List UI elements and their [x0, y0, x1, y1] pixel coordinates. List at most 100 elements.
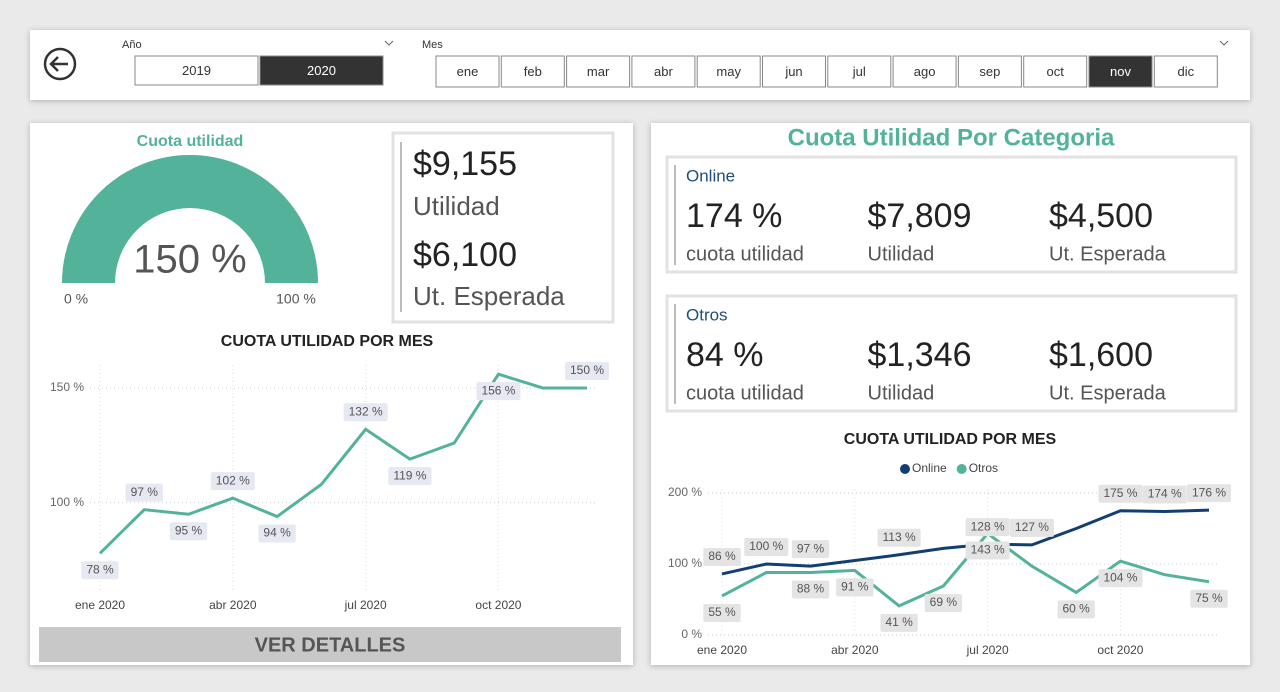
left-chart: CUOTA UTILIDAD POR MES 100 % 150 % ene 2020…: [50, 333, 610, 612]
x-tick-label: oct 2020: [1097, 643, 1143, 657]
line: [721, 508, 1210, 576]
label-bg: [210, 472, 255, 491]
metric-label: Ut. Esperada: [1049, 243, 1167, 265]
category-card: [665, 294, 1238, 413]
category-cards: Online 174 % cuota utilidad $7,809 Utilidad $…: [665, 155, 1238, 413]
label-bg: [880, 613, 918, 632]
data-label: 41 %: [885, 615, 913, 629]
legend-marker: [900, 464, 910, 474]
label-bg: [877, 528, 921, 547]
data-label: 175 %: [1103, 486, 1137, 500]
label-bg: [836, 578, 874, 597]
button-label[interactable]: VER DETALLES: [255, 634, 406, 656]
filter-button[interactable]: [827, 55, 892, 88]
x-tick-label: ene 2020: [75, 598, 125, 612]
label-bg: [81, 561, 119, 580]
label-bg: [703, 547, 741, 566]
x-tick-label: abr 2020: [831, 643, 879, 657]
metric-label: Utilidad: [868, 243, 935, 265]
back-arrow[interactable]: [49, 56, 68, 72]
label-bg: [1098, 484, 1143, 503]
chart-title: CUOTA UTILIDAD POR MES: [844, 431, 1057, 448]
filter-option[interactable]: may: [716, 64, 741, 79]
data-label: 176 %: [1192, 485, 1226, 499]
filter-option[interactable]: ene: [457, 64, 479, 79]
gauge-value: 150 %: [133, 238, 246, 282]
metric-label: Utilidad: [868, 382, 935, 404]
data-label: 97 %: [797, 541, 825, 555]
gauge: [62, 155, 318, 284]
filter-option[interactable]: 2019: [182, 63, 211, 78]
details-button[interactable]: VER DETALLES: [39, 627, 621, 662]
back-icon[interactable]: [43, 47, 77, 81]
filter-option[interactable]: oct: [1047, 64, 1065, 79]
metric-label: cuota utilidad: [686, 243, 804, 265]
filter-option[interactable]: mar: [587, 64, 610, 79]
card-name: Otros: [686, 305, 728, 324]
filter-option[interactable]: dic: [1177, 64, 1194, 79]
category-card: [665, 155, 1238, 274]
data-label: 78 %: [86, 562, 114, 576]
label-bg: [476, 382, 521, 401]
filter-option[interactable]: feb: [524, 64, 542, 79]
label-bg: [169, 522, 208, 541]
data-label: 75 %: [1195, 591, 1223, 605]
label-bg: [1186, 484, 1232, 503]
data-label: 95 %: [175, 523, 203, 537]
filter-option[interactable]: ago: [914, 64, 936, 79]
y-tick-label: 150 %: [50, 380, 84, 394]
filter-button[interactable]: [134, 55, 259, 86]
filter-option[interactable]: jul: [852, 64, 866, 79]
label-bg: [791, 580, 830, 599]
metric-value: $1,600: [1049, 336, 1153, 374]
label-bg: [1190, 589, 1228, 608]
filter-button[interactable]: [631, 55, 696, 88]
data-label: 128 %: [971, 519, 1005, 533]
kpi-card: [391, 131, 615, 324]
y-tick-label: 200 %: [668, 485, 702, 499]
label-bg: [388, 467, 432, 486]
kpi-value: $9,155: [413, 145, 517, 183]
x-tick-label: jul 2020: [344, 598, 387, 612]
filter-button[interactable]: [1088, 55, 1153, 88]
y-tick-label: 100 %: [668, 556, 702, 570]
filter-button[interactable]: [1023, 55, 1088, 88]
filter-option[interactable]: nov: [1110, 64, 1131, 79]
filter-button[interactable]: [259, 55, 384, 86]
metric-label: Ut. Esperada: [1049, 382, 1167, 404]
back-button[interactable]: [43, 47, 77, 81]
filter-option[interactable]: abr: [654, 64, 673, 79]
data-label: 91 %: [841, 580, 869, 594]
filter-button[interactable]: [892, 55, 957, 88]
gauge-arc: [62, 155, 318, 284]
year-chevron[interactable]: [384, 40, 394, 46]
filter-button[interactable]: [696, 55, 761, 88]
data-label: 60 %: [1063, 602, 1091, 616]
filter-button[interactable]: [566, 55, 631, 88]
label-bg: [1098, 569, 1143, 588]
gauge-min: 0 %: [64, 291, 88, 307]
label-bg: [1142, 485, 1187, 504]
data-label: 102 %: [216, 473, 250, 487]
line: [98, 372, 587, 555]
label-bg: [703, 603, 741, 622]
month-chevron[interactable]: [1219, 40, 1229, 46]
label-bg: [791, 540, 830, 559]
y-tick-label: 0 %: [681, 627, 702, 641]
data-label: 174 %: [1148, 487, 1182, 501]
label-bg: [564, 361, 610, 380]
label-bg: [1009, 518, 1054, 537]
filter-option[interactable]: 2020: [307, 63, 336, 78]
button-bg[interactable]: [39, 627, 621, 662]
gauge-max: 100 %: [276, 291, 316, 307]
filters: 2019 2020 ene feb mar abr may jun jul ago sep oct no…: [134, 55, 1218, 88]
filter-option[interactable]: sep: [979, 64, 1000, 79]
filter-button[interactable]: [957, 55, 1022, 88]
filter-button[interactable]: [435, 55, 500, 88]
data-label: 143 %: [971, 543, 1005, 557]
filter-option[interactable]: jun: [784, 64, 802, 79]
filter-button[interactable]: [1153, 55, 1218, 88]
filter-button[interactable]: [500, 55, 565, 88]
filter-button[interactable]: [762, 55, 826, 88]
